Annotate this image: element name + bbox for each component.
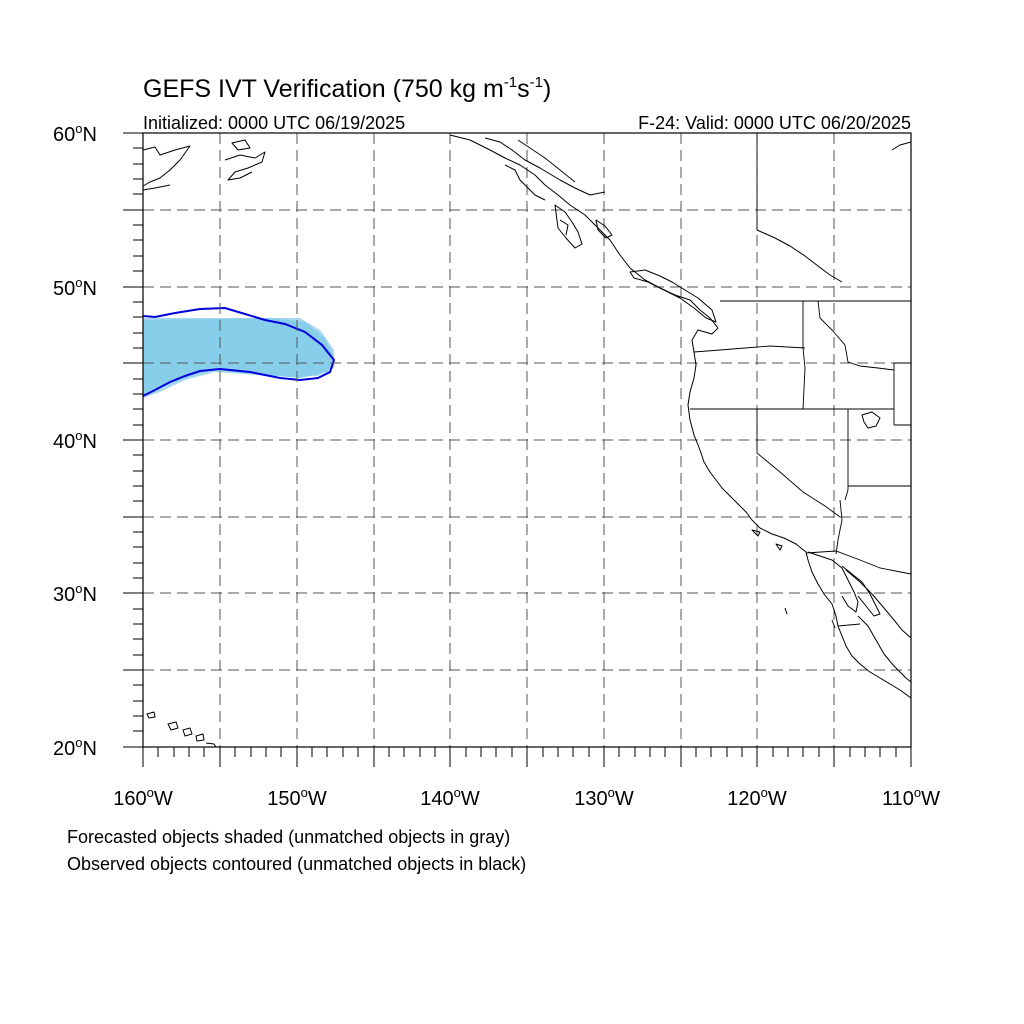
lat-label-60: 60oN — [53, 121, 97, 146]
initialized-time: Initialized: 0000 UTC 06/19/2025 — [143, 113, 405, 133]
footer-forecast-note: Forecasted objects shaded (unmatched obj… — [67, 827, 510, 847]
observed-object-contour — [142, 306, 336, 397]
footer-observed-note: Observed objects contoured (unmatched ob… — [67, 854, 526, 874]
lat-ticks — [123, 132, 143, 748]
lon-label-160w: 160oW — [113, 785, 173, 810]
lon-label-120w: 120oW — [727, 785, 787, 810]
lat-label-30: 30oN — [53, 581, 97, 606]
coastlines — [142, 134, 912, 748]
lat-label-50: 50oN — [53, 275, 97, 300]
graticule — [143, 133, 911, 747]
lon-label-150w: 150oW — [267, 785, 327, 810]
lon-labels: 160oW 150oW 140oW 130oW 120oW 110oW — [113, 785, 940, 810]
lat-label-20: 20oN — [53, 735, 97, 760]
political-borders — [517, 133, 912, 627]
lon-label-110w: 110oW — [882, 785, 940, 810]
map-title: GEFS IVT Verification (750 kg m-1s-1) — [143, 74, 551, 103]
lon-label-130w: 130oW — [574, 785, 634, 810]
valid-time: F-24: Valid: 0000 UTC 06/20/2025 — [638, 113, 911, 133]
lat-label-40: 40oN — [53, 428, 97, 453]
lat-labels: 60oN 50oN 40oN 30oN 20oN — [53, 121, 97, 760]
forecast-object — [143, 318, 334, 398]
lon-label-140w: 140oW — [420, 785, 480, 810]
lon-ticks — [142, 747, 912, 767]
